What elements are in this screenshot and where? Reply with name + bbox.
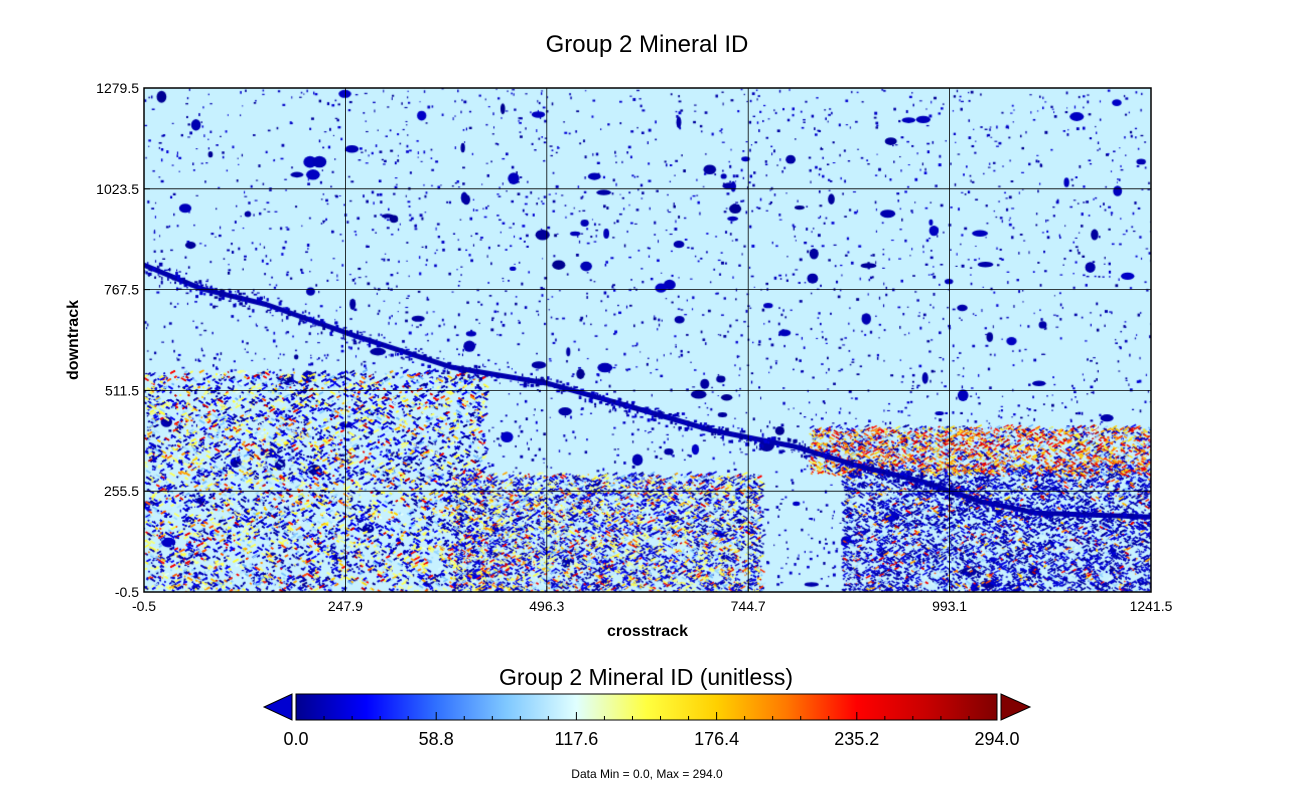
x-tick-label: 1241.5 [1130, 598, 1173, 614]
x-tick-label: 993.1 [932, 598, 967, 614]
y-axis-label: downtrack [65, 300, 82, 380]
y-tick-label: 255.5 [104, 483, 139, 499]
colorbar-tick-label: 0.0 [283, 729, 308, 749]
chart-title: Group 2 Mineral ID [546, 31, 749, 58]
colorbar-tick-label: 294.0 [974, 729, 1019, 749]
y-tick-label: 767.5 [104, 282, 139, 298]
plot-frame [143, 87, 1152, 593]
colorbar-over-arrow [1000, 693, 1032, 721]
colorbar-tick-label: 235.2 [834, 729, 879, 749]
y-tick-label: 1279.5 [96, 80, 139, 96]
y-tick-label: 511.5 [105, 382, 139, 398]
y-tick-label: -0.5 [115, 584, 139, 600]
colorbar [295, 693, 998, 721]
colorbar-tick-label: 117.6 [555, 729, 599, 749]
x-tick-label: 247.9 [328, 598, 363, 614]
colorbar-tick-label: 176.4 [694, 729, 739, 749]
colorbar-tick-label: 58.8 [419, 729, 454, 749]
x-tick-label: -0.5 [132, 598, 156, 614]
x-axis-label: crosstrack [607, 623, 688, 640]
colorbar-under-arrow [262, 693, 293, 721]
x-tick-label: 744.7 [731, 598, 766, 614]
colorbar-title: Group 2 Mineral ID (unitless) [499, 664, 793, 690]
y-tick-label: 1023.5 [96, 181, 139, 197]
data-range-note: Data Min = 0.0, Max = 294.0 [571, 767, 723, 781]
heatmap-image [144, 88, 1151, 592]
x-tick-label: 496.3 [529, 598, 564, 614]
